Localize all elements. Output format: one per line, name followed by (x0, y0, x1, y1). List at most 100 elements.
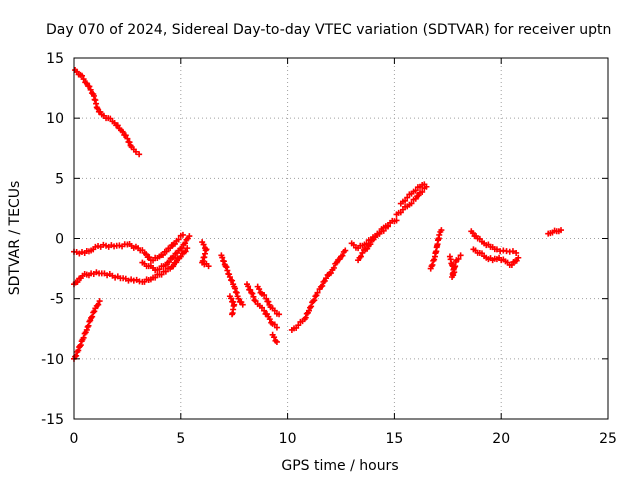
track-n-point (393, 217, 400, 224)
track-p-point (408, 200, 415, 207)
x-tick-label: 0 (70, 431, 79, 447)
track-u-point (513, 257, 520, 264)
x-tick-label: 15 (385, 431, 403, 447)
track-t-point (513, 249, 520, 256)
track-f-point (200, 241, 207, 248)
y-tick-label: -10 (41, 352, 64, 368)
track-e-point (186, 233, 193, 240)
y-tick-label: 15 (46, 51, 64, 67)
track-d-point (152, 274, 159, 281)
x-tick-label: 10 (279, 431, 297, 447)
track-g-point (229, 277, 236, 284)
x-tick-label: 20 (492, 431, 510, 447)
track-c-point (167, 245, 174, 252)
y-tick-label: -5 (50, 292, 64, 308)
track-a-point (132, 148, 139, 155)
track-i-point (252, 298, 259, 305)
track-i-point (258, 304, 265, 311)
track-b-point (89, 313, 96, 320)
track-r-point (436, 231, 443, 238)
track-j-point (276, 311, 283, 318)
track-a-point (136, 151, 143, 158)
y-tick-label: 0 (55, 232, 64, 248)
track-g-point (223, 264, 230, 271)
data-points (71, 67, 565, 362)
y-tick-label: 5 (55, 171, 64, 187)
track-h-point (229, 311, 236, 318)
track-q-point (412, 187, 419, 194)
track-a-point (86, 83, 93, 90)
track-j-point (256, 286, 263, 293)
track-b-point (84, 323, 91, 330)
track-i-point (273, 324, 280, 331)
track-o-point (367, 241, 374, 248)
track-a-point (114, 122, 121, 129)
track-g-point (224, 267, 231, 274)
track-i-point (261, 307, 268, 314)
track-g-point (233, 289, 240, 296)
track-l-point (303, 310, 310, 317)
track-i-point (251, 297, 258, 304)
track-m-point (323, 275, 330, 282)
track-p-point (419, 188, 426, 195)
x-tick-label: 5 (176, 431, 185, 447)
track-m-point (342, 247, 349, 254)
track-d-point (184, 245, 191, 252)
x-axis-title: GPS time / hours (281, 458, 398, 474)
track-r-point (438, 227, 445, 234)
track-a-point (122, 132, 129, 139)
track-d-point (158, 271, 165, 278)
track-r-point (429, 261, 436, 268)
track-b-point (77, 342, 84, 349)
track-d-point (74, 279, 81, 286)
track-a-point (79, 72, 86, 79)
track-s-point (457, 252, 464, 259)
track-q-point (421, 181, 428, 188)
track-g-point (222, 263, 229, 270)
track-l-point (302, 314, 309, 321)
track-e-point (178, 245, 185, 252)
track-e-point (170, 254, 177, 261)
track-o-point (359, 249, 366, 256)
track-a-point (126, 139, 133, 146)
chart-title: Day 070 of 2024, Sidereal Day-to-day VTE… (46, 22, 611, 38)
track-c-point (143, 251, 150, 258)
y-axis-title: SDTVAR / TECUs (7, 181, 23, 296)
track-c-point (160, 251, 166, 258)
track-m-point (319, 282, 326, 289)
track-o-point (380, 227, 387, 234)
track-q-point (402, 197, 409, 204)
track-a-point (124, 135, 131, 142)
track-d-point (173, 259, 180, 266)
track-e-point (166, 258, 173, 265)
track-m-point (339, 252, 346, 259)
track-v-point (558, 227, 565, 234)
track-b-point (95, 301, 102, 308)
track-t-point (509, 248, 516, 255)
grid (74, 58, 608, 419)
track-j-point (271, 307, 278, 314)
track-g-point (219, 254, 226, 261)
track-l-point (295, 322, 302, 329)
track-g-point (239, 301, 246, 308)
track-b-point (76, 343, 83, 350)
track-e-point (182, 240, 189, 247)
track-l-point (310, 298, 317, 305)
track-o-point (364, 245, 371, 252)
track-i-point (250, 293, 257, 300)
track-d-point (170, 263, 177, 270)
track-c-point (175, 236, 182, 243)
track-c-point (179, 231, 186, 238)
y-tick-label: 10 (46, 111, 64, 127)
track-s-point (455, 255, 462, 262)
track-l-point (307, 304, 314, 311)
track-r-point (431, 256, 438, 263)
track-i-point (248, 289, 255, 296)
track-l-point (311, 297, 318, 304)
track-a-point (87, 86, 94, 93)
track-q-point (404, 194, 411, 201)
track-t-point (493, 246, 500, 253)
track-o-point (384, 223, 391, 230)
track-c-point (171, 240, 178, 247)
